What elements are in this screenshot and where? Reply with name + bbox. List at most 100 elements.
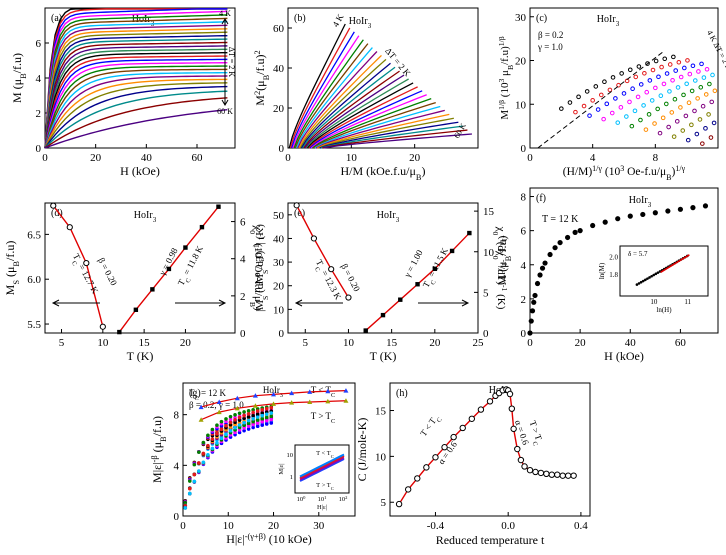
- x-tick-label: 0.0: [501, 520, 515, 532]
- data-point: [539, 265, 546, 271]
- y-tick-label: 8: [174, 410, 180, 422]
- arrott-curve: [299, 58, 387, 149]
- scaled-point: [255, 421, 260, 425]
- annotation-beta: β = 0.2: [538, 30, 563, 40]
- panel-label: (h): [396, 388, 408, 399]
- scaled-point: [246, 415, 251, 419]
- compound-label: HoIr3: [263, 385, 283, 399]
- arrott-curve: [294, 43, 369, 149]
- panel-label: (e): [294, 208, 305, 219]
- inset-annotation-above: T > TC: [316, 482, 334, 491]
- data-point: [643, 127, 649, 132]
- scaled-point: [197, 461, 201, 465]
- data-point: [289, 400, 295, 405]
- data-point: [689, 122, 694, 128]
- inset-x-tick: 11: [684, 298, 691, 306]
- data-point: [627, 99, 632, 105]
- data-point: [640, 211, 646, 218]
- data-point: [664, 101, 669, 107]
- isotherm-curve: [44, 82, 228, 149]
- data-point: [66, 224, 73, 231]
- inset-point: [646, 277, 649, 280]
- data-point: [619, 71, 624, 76]
- scaled-point: [260, 413, 265, 418]
- x-tick-label: -0.4: [427, 520, 445, 532]
- x-axis-label: H|ε|-(γ+β) (10 kOe): [226, 532, 312, 547]
- compound-label: HoIr3: [349, 16, 372, 30]
- scaled-point: [269, 411, 274, 415]
- data-point: [345, 294, 352, 301]
- inset-x-label: ln(H): [656, 306, 672, 314]
- scaled-point: [260, 408, 265, 412]
- annotation-low-T: 4 K: [219, 9, 231, 18]
- data-point: [660, 115, 666, 121]
- x-tick-label: 40: [141, 152, 153, 164]
- y-tick-label: 6.5: [27, 229, 41, 241]
- y-tick-label: 20: [515, 56, 527, 68]
- scaled-point: [192, 462, 197, 467]
- data-point: [486, 398, 494, 405]
- arrott-curve: [320, 125, 463, 149]
- y-tick-label: 6.0: [27, 274, 41, 286]
- arrott-curve: [292, 35, 360, 149]
- y-tick-label: 6: [36, 38, 42, 50]
- y-tick-label: 4: [36, 73, 42, 85]
- arrott-curve: [315, 109, 445, 149]
- inset-curve: [299, 455, 345, 479]
- panel-g: 0 10 20 30 0 4 8 (g)TC = 12 K HoIr3 β = 0.2, γ = …: [150, 382, 356, 547]
- y-tick-label: 20: [273, 103, 285, 115]
- y-tick-label: 10: [375, 451, 387, 463]
- arrott-curve: [310, 94, 427, 149]
- data-point: [604, 101, 610, 107]
- arrott-curve: [318, 117, 454, 149]
- data-point: [532, 292, 538, 299]
- inset-point: [644, 278, 647, 282]
- arrott-curve: [293, 39, 364, 149]
- data-point: [166, 266, 172, 272]
- data-point: [672, 96, 678, 102]
- data-point: [572, 229, 578, 235]
- data-point: [703, 92, 709, 97]
- data-point: [684, 81, 689, 87]
- data-point: [289, 390, 295, 396]
- panel-label: (f): [536, 193, 546, 204]
- x-axis-label: T (K): [127, 349, 154, 363]
- isotherm-curve: [44, 17, 228, 149]
- data-point: [587, 113, 592, 118]
- y2-tick-label: 10: [483, 247, 495, 259]
- data-point: [695, 96, 700, 101]
- data-point: [613, 96, 618, 101]
- annotation-high-T: 60 K: [217, 107, 233, 116]
- data-point: [395, 500, 403, 508]
- panel-label: (b): [294, 13, 306, 24]
- x-axis-label: H (kOe): [120, 164, 160, 178]
- data-point: [565, 234, 571, 241]
- isotherm-curve: [44, 51, 228, 149]
- isotherm-curve: [44, 41, 228, 149]
- data-point: [506, 390, 514, 398]
- data-point: [534, 280, 541, 287]
- scaled-point: [233, 413, 237, 417]
- x-tick-label: 20: [268, 520, 280, 532]
- data-point: [459, 424, 466, 432]
- scaled-point: [264, 415, 269, 420]
- data-point: [593, 84, 599, 89]
- data-point: [584, 89, 590, 94]
- data-point: [468, 415, 476, 422]
- data-point: [508, 405, 516, 412]
- scaled-point: [206, 433, 210, 438]
- data-point: [590, 98, 595, 103]
- y2-axis-label: χ0-1(dχ0-1/dT)-1 (K): [492, 226, 510, 310]
- annotation-temperature: T = 12 K: [542, 214, 579, 225]
- data-point: [467, 230, 472, 236]
- data-point: [609, 110, 615, 116]
- data-point: [517, 456, 525, 464]
- y-tick-label: 10: [515, 99, 527, 111]
- data-point: [325, 398, 331, 404]
- inset-point: [652, 273, 656, 277]
- isotherm-curve: [44, 28, 228, 149]
- x-tick-label: 60: [192, 152, 204, 164]
- y-axis-label: M1/β (103 μB/f.u)1/β: [497, 36, 515, 119]
- data-point: [671, 134, 677, 139]
